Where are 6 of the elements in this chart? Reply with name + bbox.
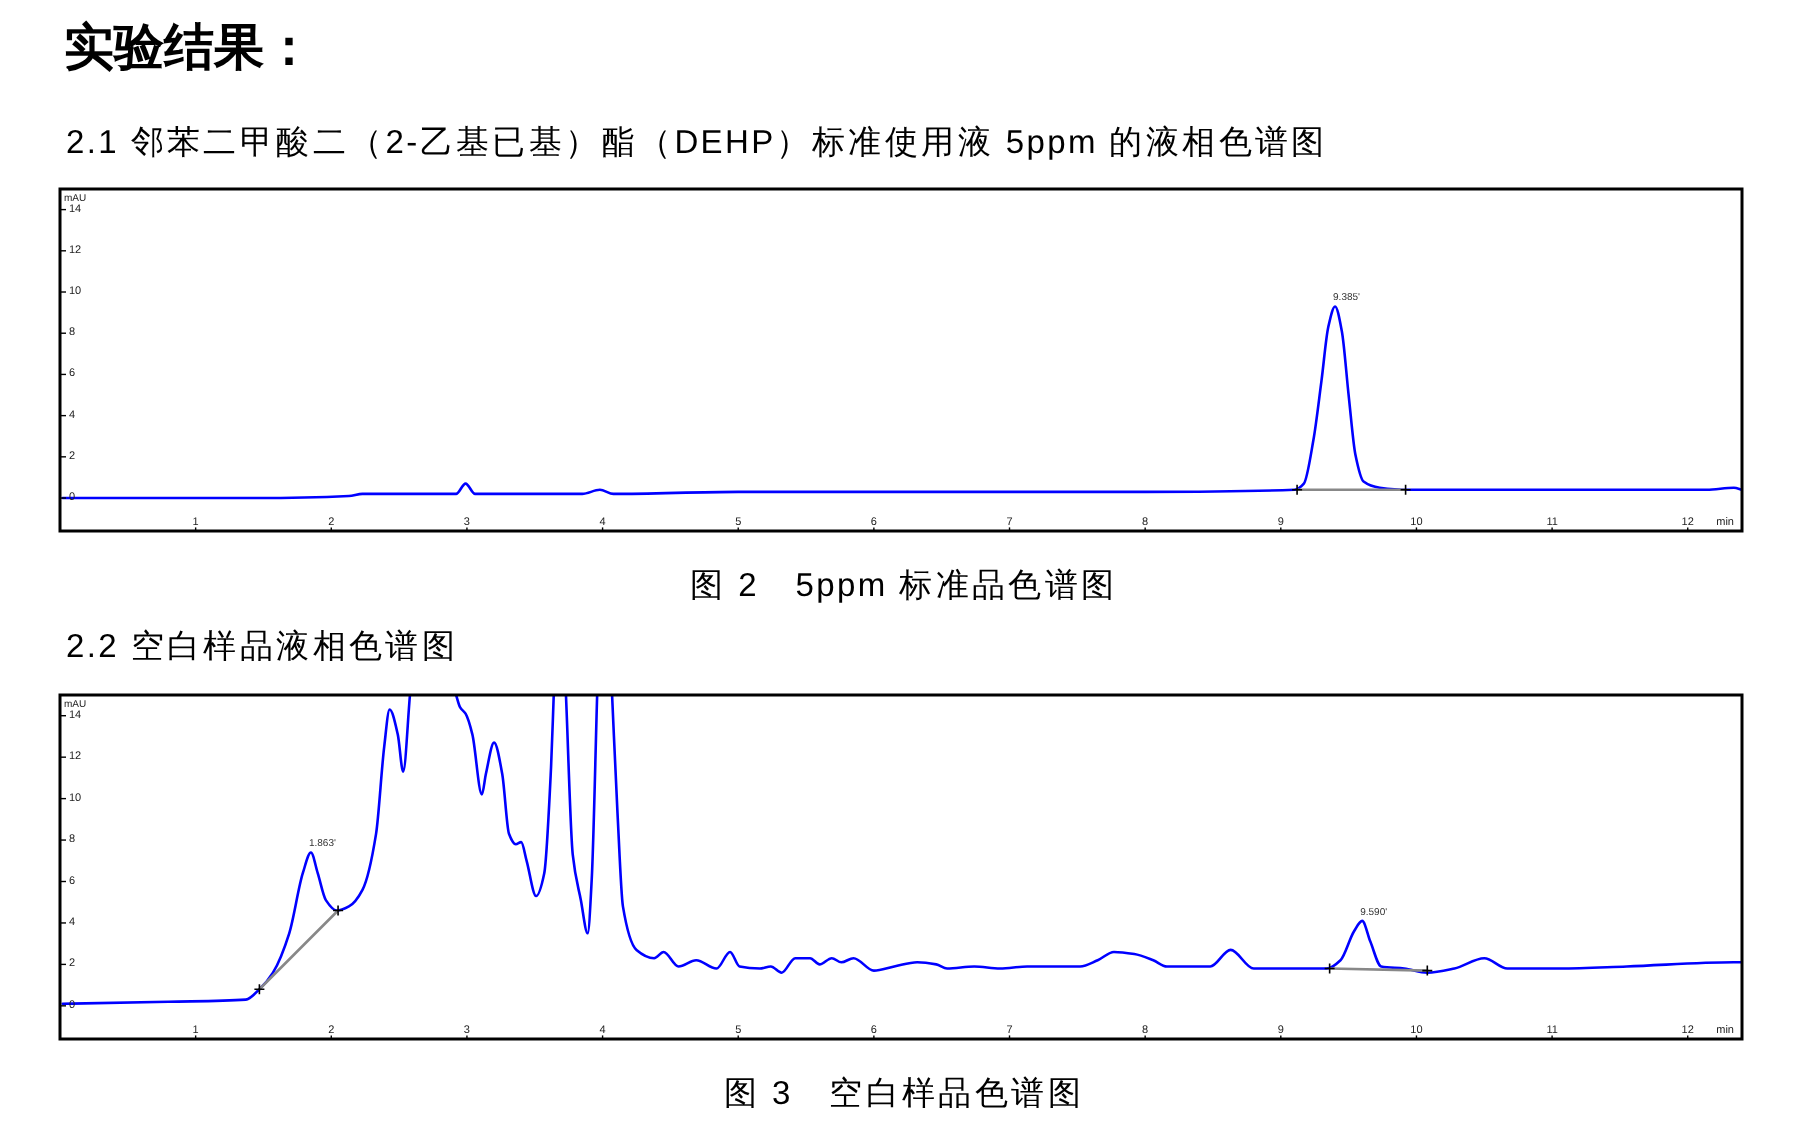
caption: 图 3 空白样品色谱图 [724,1074,1084,1112]
chart-subtitle: 2.1 邻苯二甲酸二（2-乙基已基）酯（DEHP）标准使用液 5ppm 的液相色谱图 [66,123,1328,161]
line-series [61,305,1742,500]
chart-title: 实验结果： [64,20,314,76]
caption: 图 2 5ppm 标准品色谱图 [690,566,1118,604]
chart-title: 2.2 空白样品液相色谱图 [66,627,459,665]
